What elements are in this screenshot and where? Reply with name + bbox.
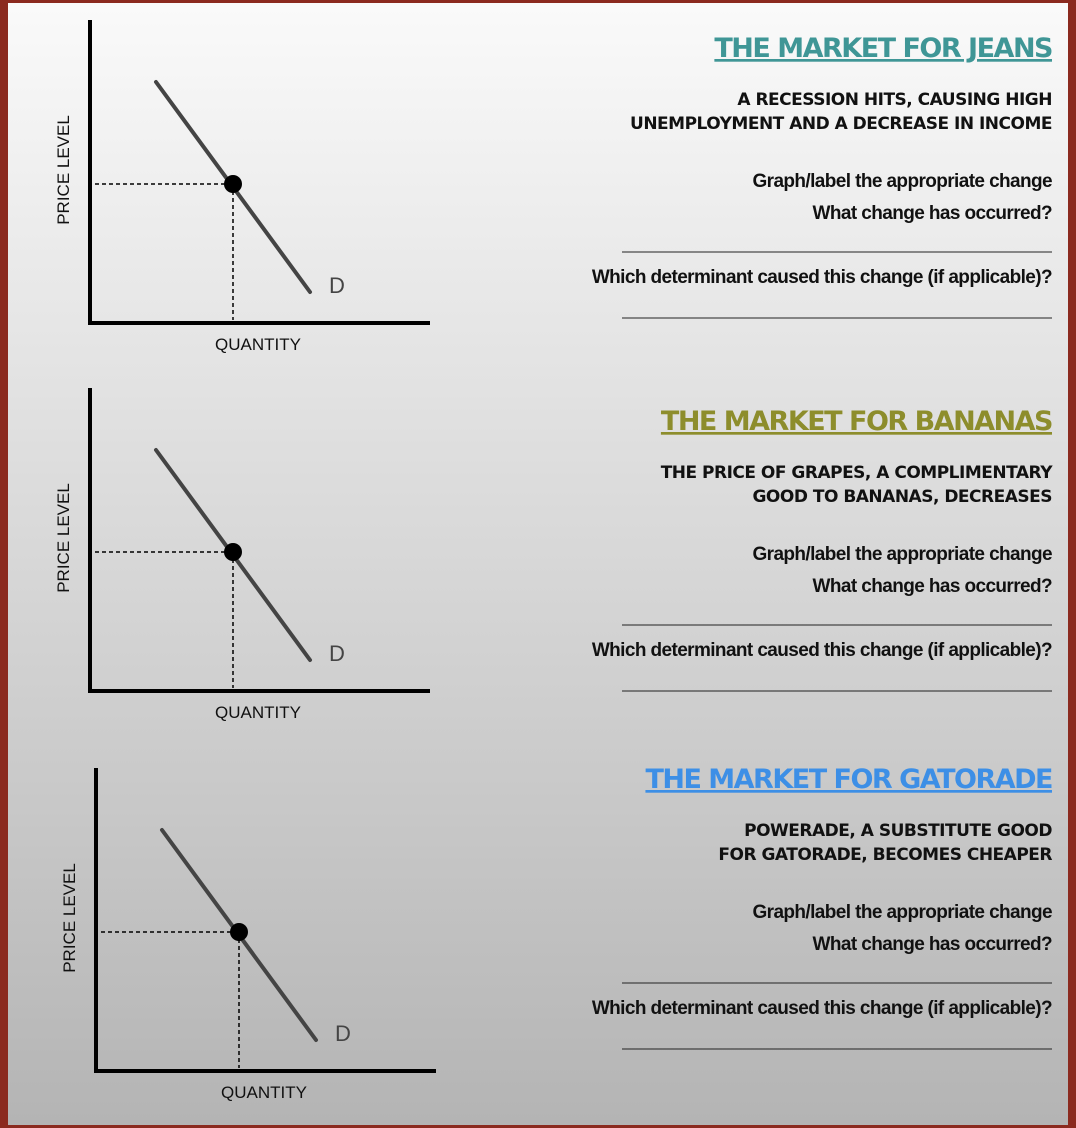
question: What change has occurred? <box>813 203 1052 224</box>
question: Which determinant caused this change (if… <box>592 267 1052 288</box>
section-title: THE MARKET FOR GATORADE <box>645 764 1052 795</box>
section: D QUANTITY PRICE LEVEL THE MARKET FOR GATOR… <box>60 764 1054 1102</box>
question: Which determinant caused this change (if… <box>592 640 1052 661</box>
prompt: Graph/label the appropriate change <box>752 544 1052 565</box>
prompt: Graph/label the appropriate change <box>752 902 1052 923</box>
section: D QUANTITY PRICE LEVEL THE MARKET FOR BANAN… <box>54 388 1054 722</box>
demand-graph: D QUANTITY PRICE LEVEL <box>60 768 436 1102</box>
scenario-line: GOOD TO BANANAS, DECREASES <box>752 487 1052 507</box>
question: Which determinant caused this change (if… <box>592 998 1052 1019</box>
y-axis-label: PRICE LEVEL <box>60 863 79 973</box>
scenario-line: A RECESSION HITS, CAUSING HIGH <box>737 90 1052 110</box>
y-axis-label: PRICE LEVEL <box>54 483 73 593</box>
demand-graph: D QUANTITY PRICE LEVEL <box>54 388 430 722</box>
section-text: THE MARKET FOR JEANS A RECESSION HITS, CA… <box>592 33 1054 319</box>
x-axis-label: QUANTITY <box>221 1083 307 1102</box>
demand-graph: D QUANTITY PRICE LEVEL <box>54 20 430 354</box>
section-title: THE MARKET FOR JEANS <box>714 33 1052 64</box>
scenario-line: UNEMPLOYMENT AND A DECREASE IN INCOME <box>630 114 1052 134</box>
equilibrium-point <box>224 175 242 193</box>
question: What change has occurred? <box>813 934 1052 955</box>
section-title: THE MARKET FOR BANANAS <box>661 406 1052 437</box>
section: D QUANTITY PRICE LEVEL THE MARKET FOR JEANS… <box>54 20 1054 354</box>
prompt: Graph/label the appropriate change <box>752 171 1052 192</box>
section-text: THE MARKET FOR BANANAS THE PRICE OF GRAPE… <box>592 406 1054 692</box>
x-axis-label: QUANTITY <box>215 335 301 354</box>
equilibrium-point <box>224 543 242 561</box>
scenario-line: THE PRICE OF GRAPES, A COMPLIMENTARY <box>661 463 1054 483</box>
curve-label: D <box>335 1021 351 1046</box>
x-axis-label: QUANTITY <box>215 703 301 722</box>
y-axis-label: PRICE LEVEL <box>54 115 73 225</box>
background <box>8 3 1068 1125</box>
scenario-line: POWERADE, A SUBSTITUTE GOOD <box>744 821 1052 841</box>
equilibrium-point <box>230 923 248 941</box>
curve-label: D <box>329 273 345 298</box>
section-text: THE MARKET FOR GATORADE POWERADE, A SUBST… <box>592 764 1054 1050</box>
question: What change has occurred? <box>813 576 1052 597</box>
scenario-line: FOR GATORADE, BECOMES CHEAPER <box>718 845 1052 865</box>
curve-label: D <box>329 641 345 666</box>
